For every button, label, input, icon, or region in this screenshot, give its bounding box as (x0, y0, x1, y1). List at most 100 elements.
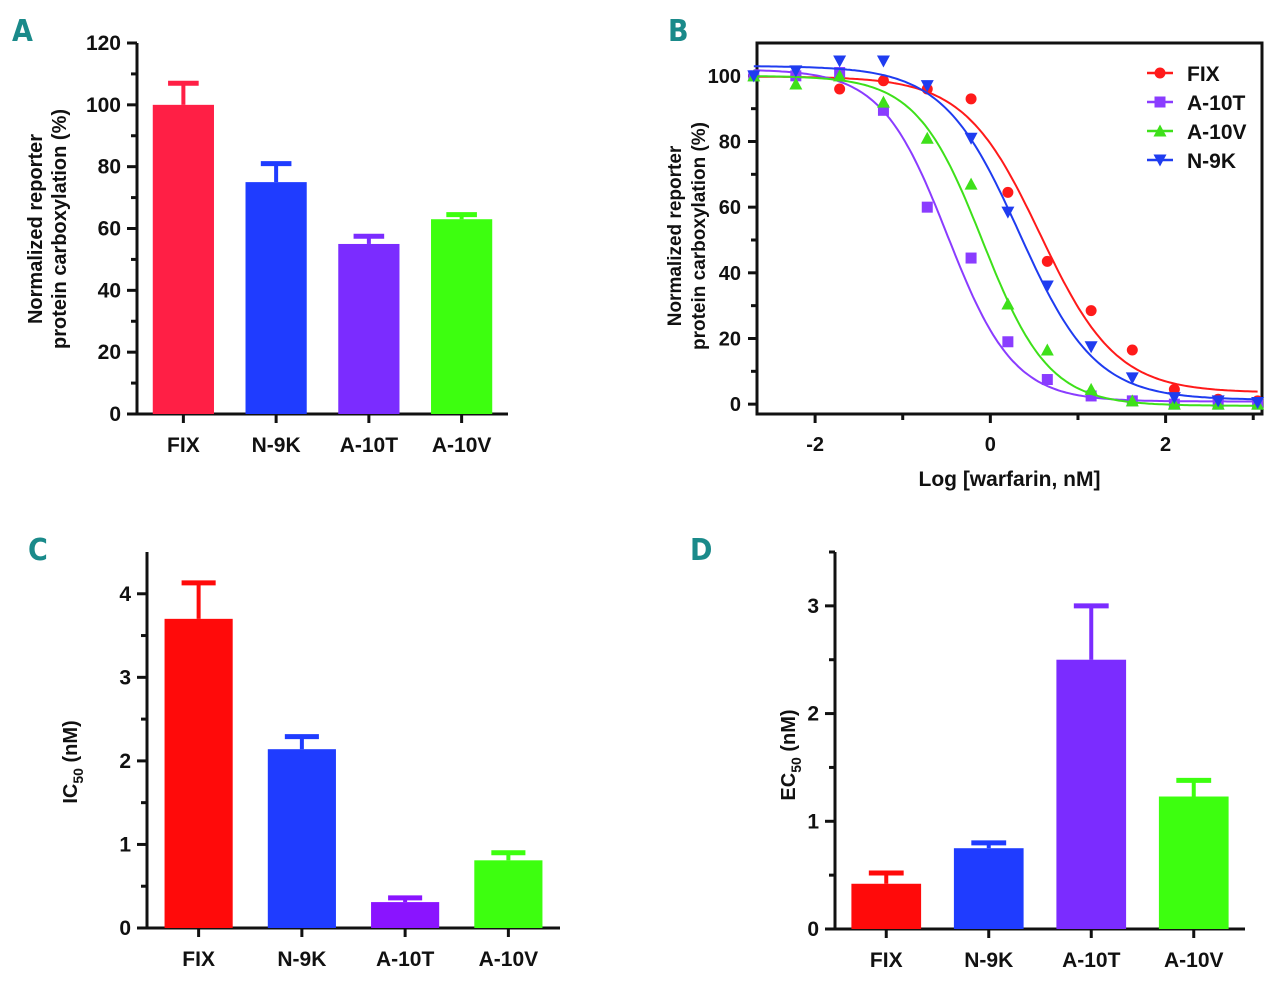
bar-fix (851, 883, 922, 929)
panel-label-b: B (668, 14, 689, 49)
y-tick-label: 20 (719, 328, 741, 350)
data-point (921, 201, 933, 213)
data-point (964, 177, 978, 190)
data-point (876, 55, 890, 68)
data-point (920, 80, 934, 93)
x-tick-label: N-9K (252, 434, 301, 457)
y-tick-label: 100 (708, 66, 741, 88)
data-point (789, 77, 803, 90)
data-point (1001, 206, 1015, 219)
x-tick-label: FIX (870, 949, 903, 972)
x-tick-label: N-9K (964, 949, 1013, 972)
x-tick-label: A-10T (340, 434, 399, 457)
y-tick-label: 3 (807, 595, 819, 618)
y-axis-label: Normalized reporter protein carboxylation… (665, 122, 710, 350)
y-tick-label: 2 (807, 703, 819, 726)
y-axis-label: IC50 (nM) (60, 720, 86, 803)
x-tick-label: FIX (167, 434, 200, 457)
data-point (1002, 336, 1014, 348)
data-point (920, 131, 934, 144)
data-point (964, 132, 978, 145)
data-point (1125, 394, 1139, 407)
y-tick-label: 3 (119, 666, 131, 689)
data-point (965, 252, 977, 264)
legend-item-fix: FIX (1147, 63, 1220, 86)
y-axis-label-line1: Normalized reporter (665, 145, 686, 326)
data-point (1125, 372, 1139, 385)
data-point (1126, 344, 1138, 356)
legend-marker (1154, 67, 1166, 79)
y-axis-label: Normalized reporter protein carboxylation… (25, 109, 71, 349)
y-tick-label: 40 (98, 279, 121, 302)
data-point (877, 104, 889, 116)
y-axis-label: EC50 (nM) (778, 709, 804, 800)
data-point (789, 65, 803, 78)
y-tick-label: 0 (109, 403, 121, 426)
data-point (876, 95, 890, 108)
data-point (1084, 382, 1098, 395)
y-tick-label: 80 (719, 131, 741, 153)
y-axis-label-line1: Normalized reporter (25, 134, 47, 324)
x-tick-label: A-10V (432, 434, 492, 457)
y-tick-label: 120 (86, 32, 121, 55)
x-tick-label: A-10T (1062, 949, 1121, 972)
panel-c-chart: C 0 1 2 3 4 FIX N-9K A-10T A-10V IC50 (nM) (28, 533, 560, 971)
x-tick-label: FIX (182, 948, 215, 971)
y-tick-label: 100 (86, 94, 121, 117)
y-tick-label: 60 (98, 218, 121, 241)
panel-d-chart: D 0 1 2 3 FIX N-9K A-10T A-10V EC50 (nM) (690, 533, 1245, 972)
legend-label: A-10V (1187, 121, 1247, 144)
data-point (1040, 280, 1054, 293)
bar-a-10v (474, 860, 543, 928)
legend-item-a-10t: A-10T (1147, 92, 1246, 115)
x-tick-label: A-10T (376, 948, 435, 971)
bar-n-9k (245, 182, 307, 414)
y-tick-label: 1 (119, 833, 131, 856)
bar-a-10t (371, 902, 440, 928)
x-tick-label: N-9K (277, 948, 326, 971)
data-point (747, 70, 761, 83)
y-tick-label: 4 (119, 583, 131, 606)
legend-marker (1154, 96, 1166, 108)
bar-a-10v (431, 219, 493, 414)
bar-a-10v (1158, 796, 1229, 929)
bar-a-10t (338, 243, 400, 414)
data-point (1085, 390, 1097, 402)
panel-label-a: A (12, 14, 33, 49)
panel-label-d: D (690, 533, 712, 568)
legend-marker (1153, 124, 1167, 137)
bar-fix (152, 104, 214, 414)
y-tick-label: 20 (98, 341, 121, 364)
y-tick-label: 1 (807, 810, 819, 833)
y-axis-label-line2: protein carboxylation (%) (49, 109, 71, 349)
bar-n-9k (953, 848, 1024, 929)
fit-curve (753, 75, 1258, 407)
data-point (1211, 395, 1225, 408)
panel-label-c: C (28, 533, 48, 568)
data-point (1040, 343, 1054, 356)
data-point (833, 55, 847, 68)
y-tick-label: 0 (730, 394, 741, 416)
x-tick-label: 2 (1160, 434, 1171, 456)
data-point (1001, 297, 1015, 310)
data-point (1041, 255, 1053, 267)
fit-curve (753, 65, 1258, 401)
bar-a-10t (1056, 659, 1127, 929)
bar-fix (164, 618, 233, 928)
data-point (1084, 341, 1098, 354)
x-tick-label: A-10V (1164, 949, 1224, 972)
x-tick-label: -2 (806, 434, 824, 456)
y-tick-label: 0 (807, 918, 819, 941)
series-a-10t (748, 67, 1264, 410)
y-tick-label: 2 (119, 750, 131, 773)
legend-label: FIX (1187, 63, 1220, 86)
y-tick-label: 0 (119, 917, 131, 940)
legend-label: A-10T (1187, 92, 1246, 115)
y-axis-label-line2: protein carboxylation (%) (689, 122, 710, 350)
data-point (877, 75, 889, 87)
data-point (1041, 374, 1053, 386)
legend-marker (1153, 154, 1167, 167)
x-axis-label: Log [warfarin, nM] (919, 468, 1101, 491)
y-tick-label: 80 (98, 156, 121, 179)
legend-label: N-9K (1187, 150, 1236, 173)
